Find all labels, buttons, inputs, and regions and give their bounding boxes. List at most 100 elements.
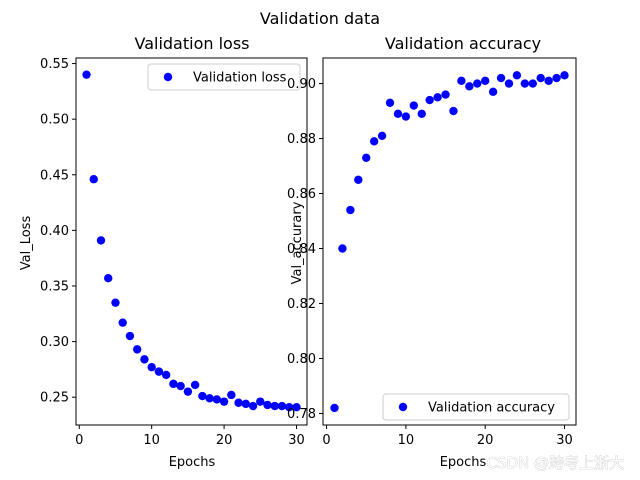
figure-suptitle: Validation data bbox=[260, 9, 380, 28]
loss-point bbox=[161, 370, 171, 380]
loss-point bbox=[241, 399, 251, 409]
accuracy-ytick-label: 0.78 bbox=[287, 407, 316, 422]
accuracy-point bbox=[552, 73, 561, 83]
loss-xtick-label: 10 bbox=[143, 433, 160, 448]
accuracy-ytick-label: 0.90 bbox=[287, 77, 316, 92]
accuracy-point bbox=[354, 175, 363, 184]
loss-point bbox=[219, 397, 229, 406]
accuracy-ytick-label: 0.84 bbox=[287, 242, 316, 257]
loss-ytick-label: 0.40 bbox=[40, 224, 69, 239]
accuracy-point bbox=[473, 79, 482, 88]
loss-point bbox=[125, 331, 135, 341]
loss-axes-frame bbox=[75, 57, 308, 426]
loss-point bbox=[169, 379, 178, 389]
loss-point bbox=[263, 400, 272, 410]
loss-plot-area: 0 10 20 30 0.25 0.30 0.35 0.40 0.45 0.50 0.55 Valid… bbox=[40, 57, 308, 448]
loss-point bbox=[212, 395, 222, 404]
loss-legend-marker bbox=[163, 72, 173, 82]
accuracy-point bbox=[409, 101, 419, 110]
accuracy-ytick-label: 0.88 bbox=[287, 132, 316, 147]
loss-legend-label: Validation loss bbox=[193, 71, 287, 86]
accuracy-point bbox=[496, 73, 506, 83]
loss-point bbox=[227, 390, 236, 400]
loss-point bbox=[198, 391, 207, 401]
loss-point bbox=[205, 394, 214, 403]
loss-xtick-label: 20 bbox=[216, 433, 233, 448]
loss-point bbox=[111, 298, 120, 307]
loss-xlabel: Epochs bbox=[169, 455, 216, 470]
loss-ytick-label: 0.50 bbox=[40, 113, 69, 128]
loss-point bbox=[234, 398, 243, 407]
accuracy-title: Validation accuracy bbox=[385, 34, 541, 53]
accuracy-point bbox=[449, 106, 458, 116]
loss-ytick-label: 0.35 bbox=[40, 279, 69, 294]
accuracy-point bbox=[536, 73, 545, 83]
accuracy-plot-area: 0 10 20 30 0.78 0.80 0.82 0.84 0.86 0.88 0.90 Valid… bbox=[287, 57, 577, 448]
loss-point bbox=[248, 401, 258, 411]
accuracy-point bbox=[441, 90, 450, 99]
loss-legend-box bbox=[147, 63, 301, 91]
loss-xtick-label: 30 bbox=[288, 433, 305, 448]
loss-ytick-label: 0.45 bbox=[40, 168, 69, 183]
loss-legend: Validation loss bbox=[147, 63, 301, 91]
accuracy-point bbox=[338, 244, 347, 253]
accuracy-point bbox=[528, 79, 537, 88]
accuracy-subplot: Validation accuracy Epochs Val_accurary … bbox=[287, 34, 577, 470]
accuracy-xtick-label: 30 bbox=[556, 433, 573, 448]
accuracy-point bbox=[362, 153, 371, 162]
loss-title: Validation loss bbox=[135, 34, 250, 53]
loss-point bbox=[104, 274, 113, 283]
loss-ytick-label: 0.25 bbox=[40, 391, 69, 406]
loss-point bbox=[132, 345, 142, 354]
loss-point bbox=[89, 175, 98, 184]
loss-point bbox=[82, 70, 91, 79]
accuracy-point bbox=[377, 131, 387, 140]
loss-point bbox=[270, 401, 279, 411]
loss-point bbox=[292, 403, 301, 412]
accuracy-point bbox=[393, 109, 403, 119]
loss-ytick-label: 0.30 bbox=[40, 335, 69, 350]
loss-ytick-label: 0.55 bbox=[40, 57, 69, 72]
accuracy-point bbox=[488, 87, 498, 97]
accuracy-ytick-label: 0.80 bbox=[287, 352, 316, 367]
accuracy-legend-box bbox=[382, 393, 570, 421]
loss-point bbox=[147, 362, 156, 372]
accuracy-ytick-label: 0.86 bbox=[287, 187, 316, 202]
accuracy-point bbox=[457, 76, 466, 86]
loss-point bbox=[154, 367, 164, 376]
accuracy-point bbox=[385, 98, 395, 108]
accuracy-point bbox=[346, 205, 355, 215]
accuracy-point bbox=[401, 112, 411, 121]
accuracy-xlabel: Epochs bbox=[440, 455, 487, 470]
loss-point bbox=[118, 318, 127, 327]
accuracy-ytick-label: 0.82 bbox=[287, 297, 316, 312]
accuracy-xtick-label: 20 bbox=[477, 433, 494, 448]
accuracy-xtick-label: 0 bbox=[322, 433, 330, 448]
accuracy-point bbox=[425, 95, 434, 105]
accuracy-point bbox=[520, 79, 530, 88]
accuracy-xtick-label: 10 bbox=[398, 433, 415, 448]
accuracy-point bbox=[480, 76, 490, 86]
accuracy-legend: Validation accuracy bbox=[382, 393, 570, 421]
loss-point bbox=[285, 403, 294, 412]
accuracy-point bbox=[369, 137, 379, 146]
loss-point bbox=[256, 397, 265, 406]
accuracy-legend-marker bbox=[398, 402, 408, 412]
accuracy-legend-label: Validation accuracy bbox=[428, 401, 555, 416]
loss-point bbox=[140, 355, 149, 364]
accuracy-point bbox=[433, 93, 442, 102]
loss-subplot: Validation loss Epochs Val_Loss 0 10 20 300… bbox=[19, 34, 308, 470]
accuracy-point bbox=[330, 403, 339, 413]
accuracy-axes-frame bbox=[322, 57, 577, 426]
accuracy-point bbox=[504, 79, 514, 88]
accuracy-point bbox=[465, 82, 474, 91]
accuracy-point bbox=[560, 71, 569, 80]
loss-ylabel: Val_Loss bbox=[19, 216, 34, 271]
watermark-text: CSDN @跨考上浙大 bbox=[486, 454, 624, 472]
loss-xtick-label: 0 bbox=[75, 433, 83, 448]
accuracy-point bbox=[544, 76, 553, 86]
accuracy-point bbox=[417, 109, 426, 119]
loss-point bbox=[183, 387, 193, 396]
loss-point bbox=[176, 381, 185, 391]
